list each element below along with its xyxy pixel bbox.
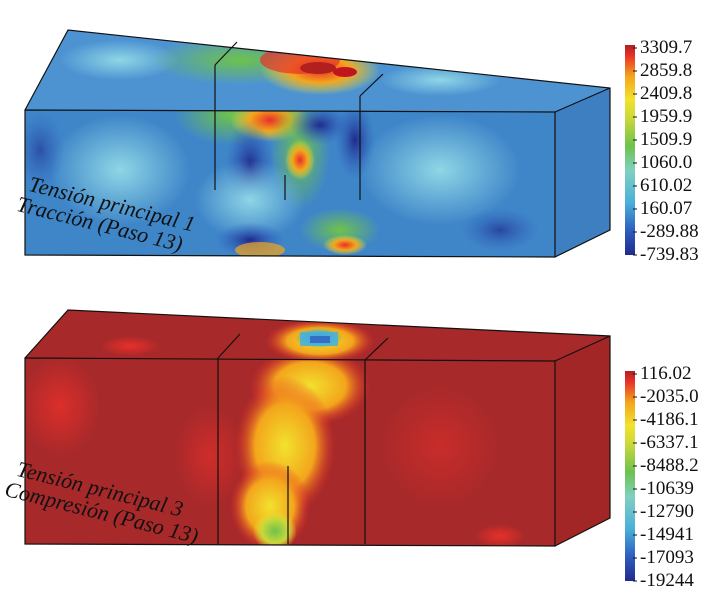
tension-tick-label: 1959.9 (640, 106, 693, 127)
tension-tick-label: 1509.9 (640, 129, 693, 150)
tension-tick-label: 2409.8 (640, 83, 693, 104)
beam-side-face (555, 88, 610, 257)
tension-colorbar (625, 45, 635, 255)
tension-tick-label: 160.07 (640, 198, 693, 219)
compression-tick-label: -19244 (640, 570, 694, 591)
panel-compression: 116.02 -2035.0 -4186.1 -6337.1 -8488.2 -… (0, 296, 716, 594)
panel-tension: 3309.7 2859.8 2409.8 1959.9 1509.9 1060.… (0, 0, 716, 290)
compression-tick-label: -4186.1 (640, 409, 699, 430)
tension-beam-plot (24, 29, 637, 258)
compression-tick-label: -14941 (640, 524, 694, 545)
front-face-contours (25, 110, 540, 257)
compression-colorbar (625, 371, 635, 581)
tension-tick-label: 3309.7 (640, 37, 693, 58)
compression-tick-label: -2035.0 (640, 386, 699, 407)
compression-colorbar-ticks (633, 373, 637, 582)
tension-tick-label: 1060.0 (640, 152, 693, 173)
tension-tick-label: 2859.8 (640, 60, 693, 81)
compression-tick-label: -12790 (640, 501, 694, 522)
tension-tick-label: 610.02 (640, 175, 693, 196)
compression-tick-label: -6337.1 (640, 432, 699, 453)
tension-colorbar-ticks (633, 47, 637, 256)
beam-edges (24, 309, 611, 547)
beam-side-face (555, 336, 610, 546)
compression-tick-label: 116.02 (640, 363, 692, 384)
peak-hotspot (300, 62, 336, 74)
beam-edges (24, 29, 611, 258)
compression-beam-plot (24, 309, 637, 582)
tension-tick-label: -289.88 (640, 221, 699, 242)
front-face-contours (25, 358, 525, 546)
tension-tick-label: -739.83 (640, 244, 699, 265)
compression-tick-label: -10639 (640, 478, 694, 499)
compression-tick-label: -17093 (640, 547, 694, 568)
compression-tick-label: -8488.2 (640, 455, 699, 476)
